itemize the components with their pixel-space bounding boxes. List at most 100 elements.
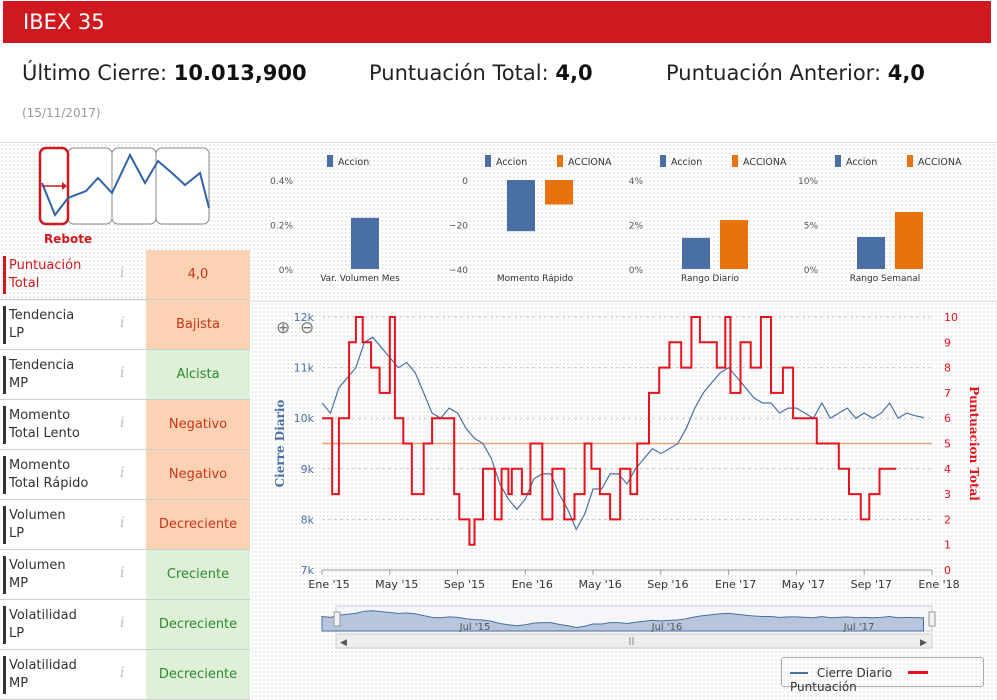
indicator-row-tendencia-mp: Tendencia MP i Alcista xyxy=(0,350,250,400)
legend-item-puntuacion[interactable]: Puntuación xyxy=(790,680,857,694)
info-icon[interactable]: i xyxy=(120,565,125,581)
x-tick-label: May '17 xyxy=(782,578,825,591)
y-tick-label: 0% xyxy=(279,266,294,276)
phase-box xyxy=(155,147,210,225)
y-tick-label: −40 xyxy=(449,266,468,276)
y-tick-label: 2% xyxy=(629,222,644,232)
legend-item-cierre[interactable]: Cierre Diario xyxy=(816,665,893,680)
legend-swatch xyxy=(660,155,666,167)
indicator-value: Decreciente xyxy=(146,600,250,649)
series-cierre-diario xyxy=(321,336,924,531)
info-icon[interactable]: i xyxy=(120,665,125,681)
y-tick-label: 0% xyxy=(804,266,819,276)
y-tick-label: 0% xyxy=(629,266,644,276)
info-icon[interactable]: i xyxy=(120,265,125,281)
x-tick-label: Ene '18 xyxy=(918,578,959,591)
phase-label: Rebote xyxy=(44,232,93,246)
indicator-value: Creciente xyxy=(146,550,250,599)
series-puntuacion xyxy=(322,316,897,546)
x-tick-label: Sep '16 xyxy=(647,578,688,591)
navigator-label: Jul '15 xyxy=(459,622,491,633)
row-marker xyxy=(3,606,6,644)
y-right-tick-label: 8 xyxy=(944,362,951,375)
indicator-label: Momento Total Lento xyxy=(9,408,80,441)
row-marker xyxy=(3,406,6,444)
indicator-value: Negativo xyxy=(146,400,250,449)
bar-accion xyxy=(507,180,535,232)
indicator-row-momento-lento: Momento Total Lento i Negativo xyxy=(0,400,250,450)
row-marker xyxy=(3,506,6,544)
indicator-label: Volumen LP xyxy=(9,508,66,541)
divider xyxy=(250,301,997,302)
row-marker xyxy=(3,256,6,294)
y-tick-label: 0.2% xyxy=(270,222,293,232)
row-marker xyxy=(3,356,6,394)
x-tick-label: Ene '16 xyxy=(512,578,553,591)
y-tick-label: 0.4% xyxy=(270,177,293,187)
y-tick-label: −20 xyxy=(449,222,468,232)
total-score-value: 4,0 xyxy=(555,61,593,85)
x-tick-label: May '16 xyxy=(578,578,621,591)
legend-label: Accion xyxy=(496,157,527,168)
prev-score-label: Puntuación Anterior: xyxy=(666,61,882,85)
indicator-row-volatilidad-mp: Volatilidad MP i Decreciente xyxy=(0,650,250,700)
legend-swatch xyxy=(732,155,738,167)
chart-legend: Cierre Diario Puntuación xyxy=(781,657,984,694)
indicator-row-volumen-mp: Volumen MP i Creciente xyxy=(0,550,250,600)
indicator-label: Momento Total Rápido xyxy=(9,458,89,491)
close-date: (15/11/2017) xyxy=(22,106,101,120)
y-tick-label: 0 xyxy=(462,177,468,187)
y-right-tick-label: 1 xyxy=(944,539,951,552)
y-left-tick-label: 9k xyxy=(301,463,315,476)
navigator-handle-left xyxy=(333,611,341,627)
bar-acciona xyxy=(895,212,923,269)
last-close-value: 10.013,900 xyxy=(173,61,307,85)
x-tick-label: May '15 xyxy=(375,578,418,591)
stats-bar: Último Cierre: 10.013,900 Puntuación Tot… xyxy=(22,61,982,95)
info-icon[interactable]: i xyxy=(120,615,125,631)
legend-swatch xyxy=(835,155,841,167)
x-tick-label: Ene '17 xyxy=(715,578,756,591)
x-tick-label: Sep '17 xyxy=(851,578,892,591)
info-icon[interactable]: i xyxy=(120,515,125,531)
y-tick-label: 4% xyxy=(629,177,644,187)
info-icon[interactable]: i xyxy=(120,415,125,431)
scroll-right-icon: ▶ xyxy=(920,638,927,648)
row-marker xyxy=(3,556,6,594)
indicator-row-tendencia-lp: Tendencia LP i Bajista xyxy=(0,300,250,350)
x-axis-label: Momento Rápido xyxy=(497,274,574,284)
navigator-label: Jul '17 xyxy=(843,622,875,633)
legend-swatch xyxy=(327,155,333,167)
prev-score-stat: Puntuación Anterior: 4,0 xyxy=(666,61,925,85)
last-close-label: Último Cierre: xyxy=(22,61,168,85)
indicator-value: 4,0 xyxy=(146,250,250,299)
zoom-in-icon: ⊕ xyxy=(276,318,290,338)
legend-swatch xyxy=(485,155,491,167)
indicator-value: Decreciente xyxy=(146,500,250,549)
row-marker xyxy=(3,456,6,494)
y-right-tick-label: 3 xyxy=(944,488,951,501)
indicator-label: Volatilidad LP xyxy=(9,608,77,641)
navigator-area xyxy=(321,610,925,632)
phase-curve xyxy=(41,152,210,217)
legend-label: ACCIONA xyxy=(568,157,612,168)
y-right-tick-label: 6 xyxy=(944,412,951,425)
bar-acciona xyxy=(720,220,748,269)
y-left-tick-label: 11k xyxy=(294,362,315,375)
indicator-label: Puntuación Total xyxy=(9,258,82,291)
indicator-row-volumen-lp: Volumen LP i Decreciente xyxy=(0,500,250,550)
total-score-stat: Puntuación Total: 4,0 xyxy=(369,61,593,85)
y-left-axis-title: Cierre Diario xyxy=(273,400,287,488)
chart-rango-diario: Accion ACCIONA 4% 2% 0% Rango Diario xyxy=(629,155,787,284)
indicator-row-momento-rapido: Momento Total Rápido i Negativo xyxy=(0,450,250,500)
x-axis-label: Var. Volumen Mes xyxy=(320,274,400,284)
y-tick-label: 5% xyxy=(804,222,819,232)
legend-swatch-cierre xyxy=(790,671,808,674)
info-icon[interactable]: i xyxy=(120,465,125,481)
zoom-out-icon: ⊖ xyxy=(300,318,314,338)
info-icon[interactable]: i xyxy=(120,315,125,331)
y-left-tick-label: 10k xyxy=(294,412,315,425)
info-icon[interactable]: i xyxy=(120,365,125,381)
indicator-row-volatilidad-lp: Volatilidad LP i Decreciente xyxy=(0,600,250,650)
indicator-value: Alcista xyxy=(146,350,250,399)
